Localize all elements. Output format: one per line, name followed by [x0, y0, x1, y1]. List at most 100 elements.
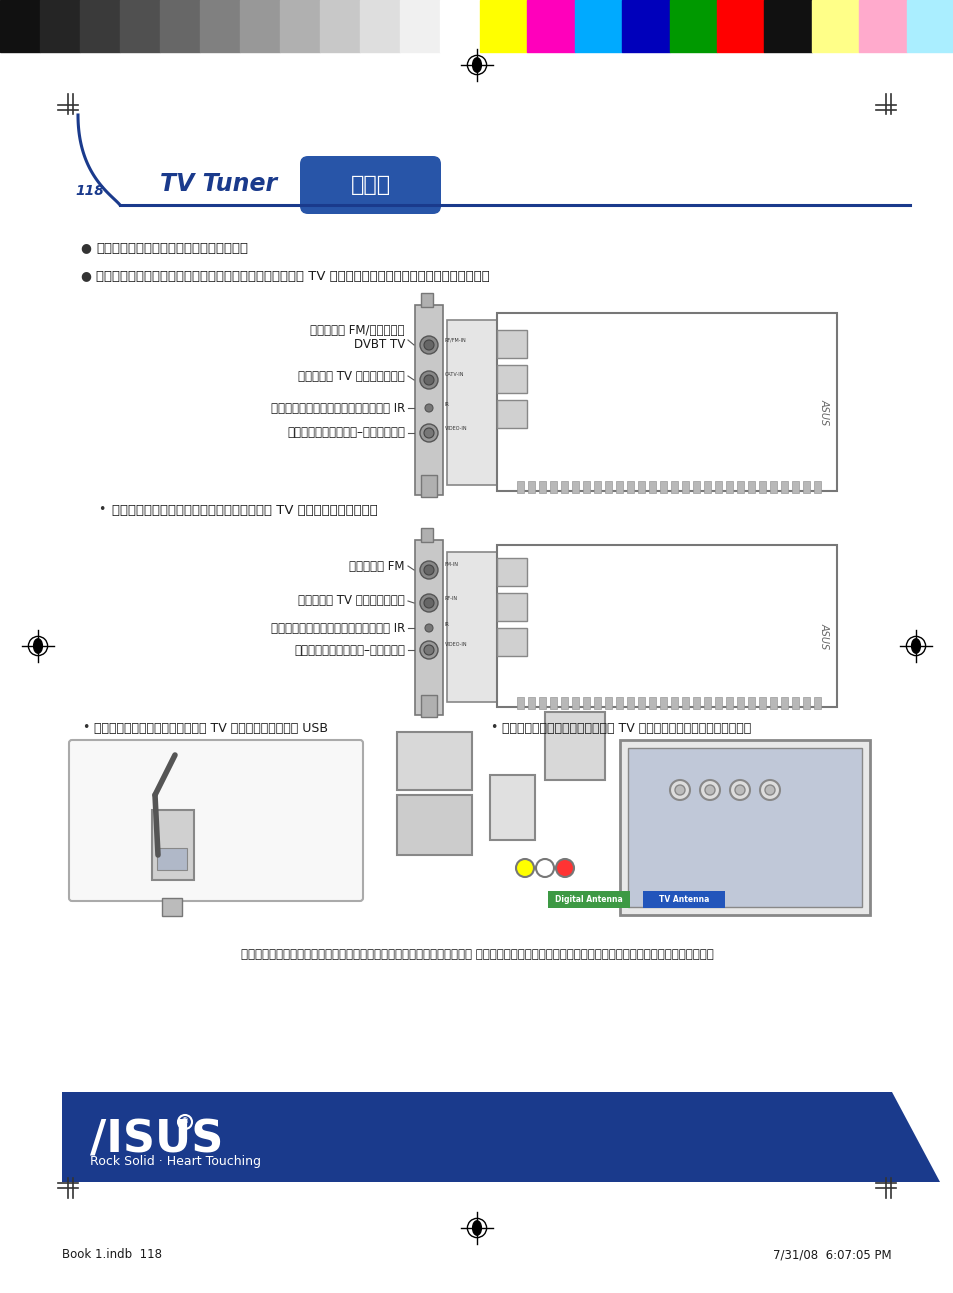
- Bar: [791, 481, 799, 493]
- Bar: [572, 697, 578, 709]
- Text: TV Antenna: TV Antenna: [659, 896, 708, 905]
- Text: ●: ●: [80, 269, 91, 282]
- Circle shape: [419, 641, 437, 659]
- Bar: [692, 481, 700, 493]
- Bar: [703, 697, 710, 709]
- Circle shape: [423, 428, 434, 438]
- Bar: [575, 0, 621, 52]
- Bar: [497, 546, 836, 707]
- Circle shape: [704, 785, 714, 795]
- Bar: [240, 0, 280, 52]
- Bar: [725, 481, 732, 493]
- Circle shape: [734, 785, 744, 795]
- Bar: [162, 899, 182, 915]
- Text: 118: 118: [75, 184, 104, 198]
- Bar: [538, 481, 545, 493]
- Bar: [763, 0, 811, 52]
- Text: ASUS: ASUS: [820, 623, 829, 649]
- Bar: [659, 481, 666, 493]
- Bar: [811, 0, 859, 52]
- Bar: [497, 400, 526, 428]
- Text: IR: IR: [444, 402, 450, 407]
- Bar: [415, 540, 442, 715]
- Text: RF-IN: RF-IN: [444, 596, 457, 600]
- Text: พอร์ดตัวรับสัญญาณ IR: พอร์ดตัวรับสัญญาณ IR: [271, 622, 405, 635]
- Bar: [490, 775, 535, 840]
- Text: พอร์ดตัวรับสัญญาณ IR: พอร์ดตัวรับสัญญาณ IR: [271, 402, 405, 415]
- Bar: [582, 697, 589, 709]
- Bar: [714, 481, 721, 493]
- Bar: [642, 891, 724, 908]
- Bar: [550, 697, 557, 709]
- Bar: [517, 481, 523, 493]
- Text: วิทยุ FM/พอร์ต: วิทยุ FM/พอร์ต: [310, 323, 405, 336]
- Bar: [0, 0, 40, 52]
- Bar: [747, 481, 754, 493]
- Bar: [420, 696, 436, 718]
- FancyBboxPatch shape: [69, 740, 363, 901]
- Bar: [280, 0, 319, 52]
- FancyBboxPatch shape: [299, 156, 440, 215]
- Bar: [638, 481, 644, 493]
- Bar: [626, 481, 634, 493]
- Bar: [717, 0, 763, 52]
- Bar: [420, 475, 436, 497]
- Bar: [547, 891, 629, 908]
- Circle shape: [423, 565, 434, 575]
- Bar: [859, 0, 905, 52]
- Bar: [447, 552, 497, 702]
- Bar: [497, 313, 836, 491]
- Text: พอร์ดเสียง–วดีโอ: พอร์ดเสียง–วดีโอ: [294, 644, 405, 657]
- Bar: [759, 481, 765, 493]
- Bar: [781, 697, 787, 709]
- Text: ไทย: ไทย: [350, 175, 390, 195]
- Circle shape: [516, 859, 534, 877]
- Bar: [594, 481, 600, 493]
- Circle shape: [419, 593, 437, 612]
- Bar: [714, 697, 721, 709]
- Bar: [420, 294, 433, 306]
- Bar: [538, 697, 545, 709]
- Bar: [648, 697, 656, 709]
- Bar: [120, 0, 160, 52]
- Text: พอร์ด TV อนาล็อก: พอร์ด TV อนาล็อก: [298, 595, 405, 608]
- Circle shape: [424, 625, 433, 632]
- Bar: [737, 481, 743, 493]
- Circle shape: [419, 424, 437, 442]
- Circle shape: [419, 561, 437, 579]
- Text: /ISUS: /ISUS: [90, 1118, 223, 1161]
- Bar: [550, 481, 557, 493]
- Bar: [813, 697, 821, 709]
- Bar: [497, 330, 526, 358]
- Bar: [692, 697, 700, 709]
- Bar: [396, 795, 472, 855]
- Text: การเชื่อมต่อกับ TV บ็อกซ์แบบ USB: การเชื่อมต่อกับ TV บ็อกซ์แบบ USB: [94, 721, 328, 734]
- Bar: [737, 697, 743, 709]
- Bar: [781, 481, 787, 493]
- Text: FM-IN: FM-IN: [444, 562, 458, 568]
- Text: การเชื่อมต่อกับการ์ดไฮบริด TV แบบดิจิตอลและอนาล็อก: การเชื่อมต่อกับการ์ดไฮบริด TV แบบดิจิตอล…: [96, 269, 489, 282]
- Bar: [638, 697, 644, 709]
- Bar: [40, 0, 80, 52]
- Circle shape: [419, 336, 437, 354]
- Text: วิทยุ FM: วิทยุ FM: [349, 560, 405, 573]
- Bar: [670, 481, 678, 493]
- Circle shape: [423, 375, 434, 385]
- Bar: [157, 848, 187, 870]
- Bar: [396, 732, 472, 790]
- Bar: [725, 697, 732, 709]
- Circle shape: [536, 859, 554, 877]
- Bar: [626, 697, 634, 709]
- Bar: [399, 0, 439, 52]
- Bar: [604, 697, 612, 709]
- Circle shape: [423, 645, 434, 656]
- Bar: [616, 481, 622, 493]
- Bar: [802, 697, 809, 709]
- Bar: [152, 809, 193, 881]
- Bar: [681, 481, 688, 493]
- Bar: [527, 0, 575, 52]
- Bar: [627, 747, 862, 906]
- Text: •: •: [490, 721, 497, 734]
- Ellipse shape: [472, 58, 481, 72]
- Text: •: •: [98, 503, 105, 516]
